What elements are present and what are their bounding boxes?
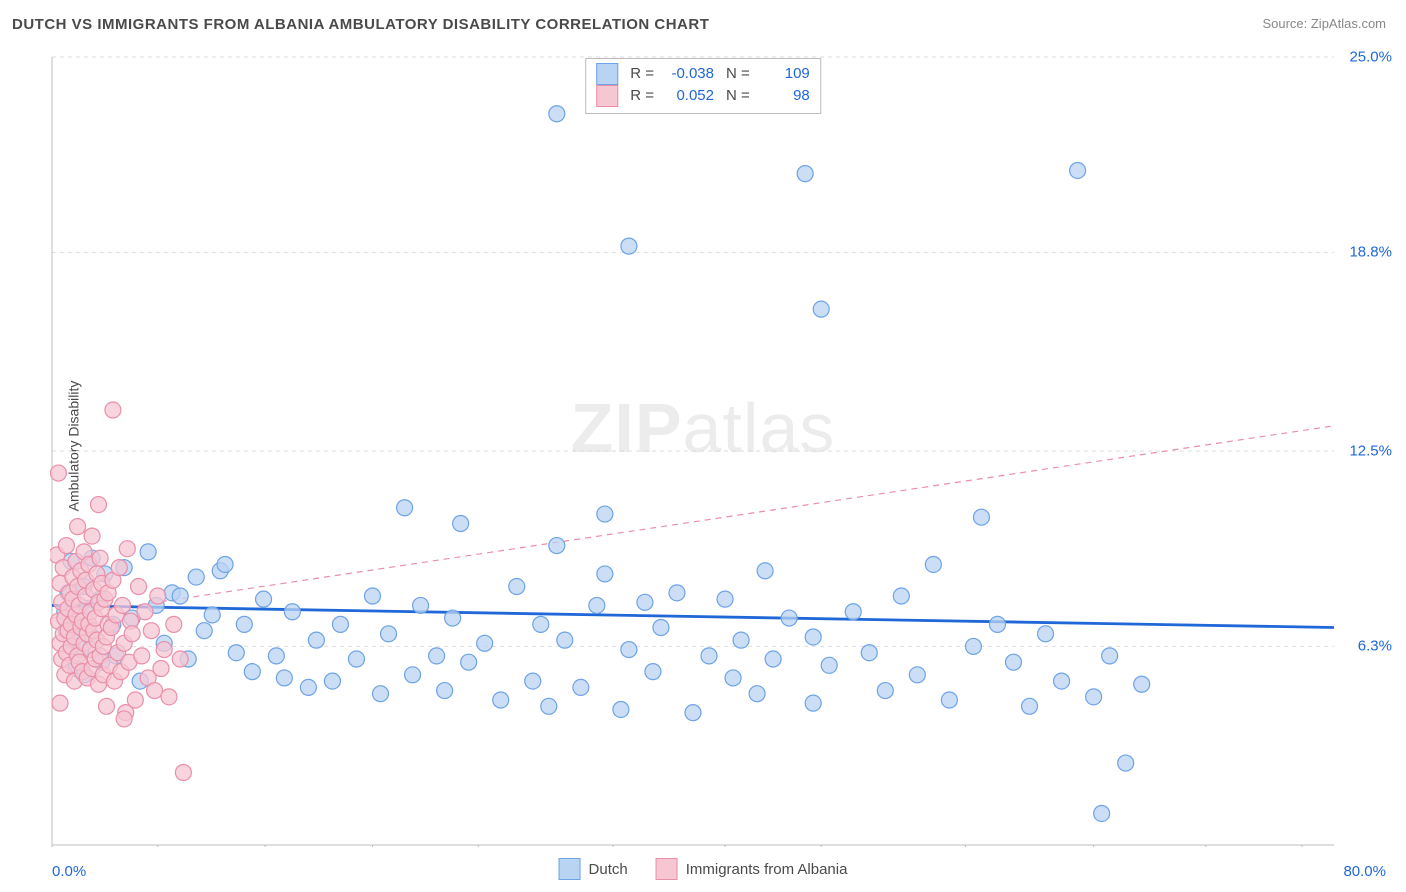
legend-label-dutch: Dutch [589,861,628,878]
chart-area [50,55,1336,847]
chart-title: DUTCH VS IMMIGRANTS FROM ALBANIA AMBULAT… [12,16,709,33]
stat-n-albania: 98 [758,85,810,107]
legend-item-albania: Immigrants from Albania [656,858,848,880]
legend-swatch-dutch [559,858,581,880]
stat-n-dutch: 109 [758,63,810,85]
legend-item-dutch: Dutch [559,858,628,880]
source-attribution: Source: ZipAtlas.com [1262,16,1386,31]
x-axis-max-label: 80.0% [1343,863,1386,880]
scatter-chart [50,55,1336,847]
legend-label-albania: Immigrants from Albania [686,861,848,878]
stat-r-albania: 0.052 [662,85,714,107]
y-tick-label: 18.8% [1349,244,1392,261]
legend-swatch-albania [656,858,678,880]
swatch-albania [596,85,618,107]
stats-row-albania: R = 0.052 N = 98 [596,85,810,107]
legend-bottom: Dutch Immigrants from Albania [559,858,848,880]
swatch-dutch [596,63,618,85]
stat-r-dutch: -0.038 [662,63,714,85]
x-axis-min-label: 0.0% [52,863,86,880]
y-tick-label: 25.0% [1349,49,1392,66]
stats-row-dutch: R = -0.038 N = 109 [596,63,810,85]
y-tick-label: 6.3% [1358,638,1392,655]
y-tick-label: 12.5% [1349,443,1392,460]
stats-box: R = -0.038 N = 109 R = 0.052 N = 98 [585,58,821,114]
